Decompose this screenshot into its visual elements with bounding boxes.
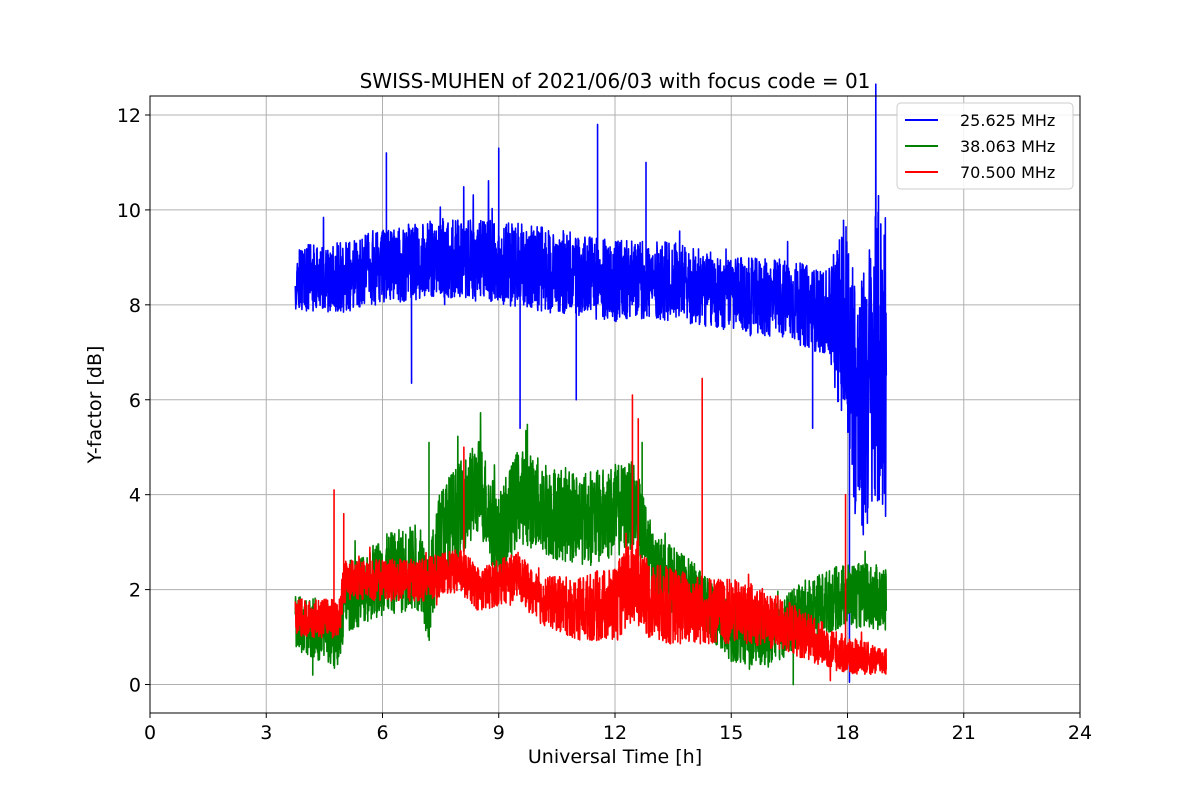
series-line <box>294 83 888 683</box>
y-tick-label: 6 <box>129 390 141 412</box>
legend-box <box>896 102 1074 190</box>
x-tick-label: 9 <box>493 722 505 744</box>
legend-label: 70.500 MHz <box>960 163 1055 182</box>
x-tick-label: 21 <box>952 722 976 744</box>
x-tick-label: 24 <box>1068 722 1092 744</box>
y-tick-label: 4 <box>129 485 141 507</box>
x-tick-label: 0 <box>144 722 156 744</box>
x-tick-label: 6 <box>376 722 388 744</box>
y-tick-label: 12 <box>117 105 141 127</box>
series-layer <box>294 83 888 686</box>
x-tick-label: 18 <box>835 722 859 744</box>
legend: 25.625 MHz 38.063 MHz 70.500 MHz <box>896 102 1074 190</box>
chart-title: SWISS-MUHEN of 2021/06/03 with focus cod… <box>360 69 871 93</box>
y-tick-label: 2 <box>129 580 141 602</box>
x-tick-label: 3 <box>260 722 272 744</box>
y-tick-label: 10 <box>117 200 141 222</box>
series-line <box>294 377 888 682</box>
y-tick-label: 8 <box>129 295 141 317</box>
x-tick-label: 12 <box>603 722 627 744</box>
x-axis-title: Universal Time [h] <box>528 746 702 768</box>
y-tick-label: 0 <box>129 675 141 697</box>
legend-label: 25.625 MHz <box>960 111 1055 130</box>
y-axis-title: Y-factor [dB] <box>84 346 106 465</box>
x-tick-label: 15 <box>719 722 743 744</box>
legend-label: 38.063 MHz <box>960 137 1055 156</box>
